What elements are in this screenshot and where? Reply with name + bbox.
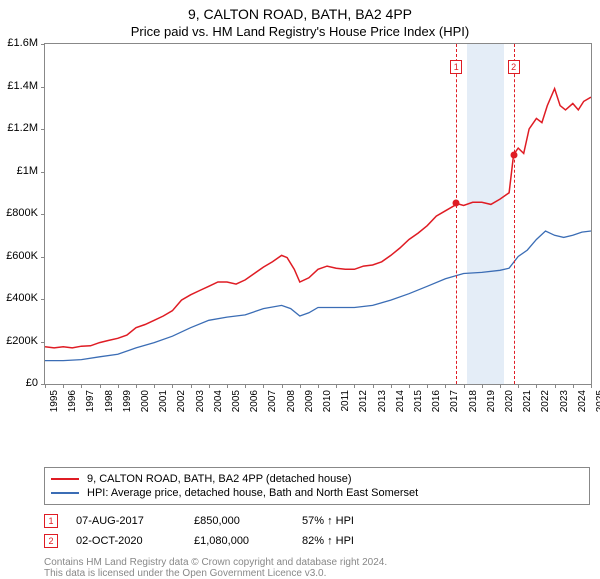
x-tick-label: 2004 bbox=[213, 390, 224, 412]
x-tick-label: 2001 bbox=[158, 390, 169, 412]
plot-area: 1995199619971998199920002001200220032004… bbox=[44, 43, 592, 385]
x-tick-label: 2022 bbox=[540, 390, 551, 412]
footer-text: Contains HM Land Registry data © Crown c… bbox=[44, 557, 590, 579]
annotation-date: 07-AUG-2017 bbox=[76, 515, 176, 527]
x-tick-label: 2012 bbox=[358, 390, 369, 412]
x-tick-label: 2007 bbox=[267, 390, 278, 412]
y-tick-label: £800K bbox=[6, 207, 38, 219]
x-tick-label: 2018 bbox=[468, 390, 479, 412]
annotation-price: £1,080,000 bbox=[194, 535, 284, 547]
annotation-delta: 82% ↑ HPI bbox=[302, 535, 354, 547]
annotation-table: 1 07-AUG-2017 £850,000 57% ↑ HPI 2 02-OCT-202… bbox=[44, 511, 590, 551]
y-tick-label: £1.6M bbox=[7, 37, 38, 49]
legend-label: HPI: Average price, detached house, Bath… bbox=[87, 487, 418, 499]
y-tick-label: £400K bbox=[6, 292, 38, 304]
legend-row: 9, CALTON ROAD, BATH, BA2 4PP (detached … bbox=[51, 472, 583, 486]
legend: 9, CALTON ROAD, BATH, BA2 4PP (detached … bbox=[44, 467, 590, 505]
x-tick-label: 2013 bbox=[377, 390, 388, 412]
y-tick-label: £1.2M bbox=[7, 122, 38, 134]
x-tick-label: 2021 bbox=[522, 390, 533, 412]
x-tick-label: 2002 bbox=[176, 390, 187, 412]
x-tick-label: 2019 bbox=[486, 390, 497, 412]
x-tick-label: 2009 bbox=[304, 390, 315, 412]
x-tick-label: 2020 bbox=[504, 390, 515, 412]
x-tick-label: 2023 bbox=[559, 390, 570, 412]
chart-title: 9, CALTON ROAD, BATH, BA2 4PP bbox=[0, 6, 600, 22]
marker-vline bbox=[514, 44, 515, 384]
legend-swatch bbox=[51, 478, 79, 480]
x-tick-label: 2017 bbox=[449, 390, 460, 412]
footer-line-2: This data is licensed under the Open Gov… bbox=[44, 568, 590, 579]
x-tick-label: 2016 bbox=[431, 390, 442, 412]
x-tick-label: 2003 bbox=[195, 390, 206, 412]
annotation-number-box: 2 bbox=[44, 534, 58, 548]
chart-subtitle: Price paid vs. HM Land Registry's House … bbox=[0, 24, 600, 39]
y-tick-label: £0 bbox=[26, 377, 38, 389]
annotation-row: 1 07-AUG-2017 £850,000 57% ↑ HPI bbox=[44, 511, 590, 531]
legend-swatch bbox=[51, 492, 79, 494]
x-tick-label: 2011 bbox=[340, 390, 351, 412]
marker-vline bbox=[456, 44, 457, 384]
hpi-line bbox=[45, 231, 591, 361]
marker-label-box: 1 bbox=[450, 60, 462, 74]
chart-svg bbox=[45, 44, 591, 384]
annotation-date: 02-OCT-2020 bbox=[76, 535, 176, 547]
x-tick-label: 2025 bbox=[595, 390, 600, 412]
marker-dot bbox=[453, 200, 460, 207]
x-tick-label: 2005 bbox=[231, 390, 242, 412]
y-tick-label: £600K bbox=[6, 250, 38, 262]
x-tick-label: 1996 bbox=[67, 390, 78, 412]
annotation-delta: 57% ↑ HPI bbox=[302, 515, 354, 527]
x-tick-label: 1995 bbox=[49, 390, 60, 412]
x-tick-label: 2008 bbox=[286, 390, 297, 412]
chart-container: 9, CALTON ROAD, BATH, BA2 4PP Price paid… bbox=[0, 6, 600, 566]
footer-line-1: Contains HM Land Registry data © Crown c… bbox=[44, 557, 590, 568]
price-line bbox=[45, 89, 591, 348]
marker-dot bbox=[510, 151, 517, 158]
x-tick-label: 2000 bbox=[140, 390, 151, 412]
y-tick-label: £1M bbox=[17, 165, 38, 177]
x-tick-label: 2010 bbox=[322, 390, 333, 412]
annotation-number-box: 1 bbox=[44, 514, 58, 528]
x-tick-label: 1998 bbox=[104, 390, 115, 412]
x-tick-label: 1999 bbox=[122, 390, 133, 412]
y-tick-label: £1.4M bbox=[7, 80, 38, 92]
x-tick-label: 2015 bbox=[413, 390, 424, 412]
annotation-price: £850,000 bbox=[194, 515, 284, 527]
y-tick-label: £200K bbox=[6, 335, 38, 347]
x-tick-label: 2014 bbox=[395, 390, 406, 412]
chart-area: 1995 1996 1997 1998 1999 2000 2001 2002 2003 2004… bbox=[44, 43, 590, 423]
x-tick-label: 1997 bbox=[85, 390, 96, 412]
x-tick-label: 2024 bbox=[577, 390, 588, 412]
legend-row: HPI: Average price, detached house, Bath… bbox=[51, 486, 583, 500]
marker-label-box: 2 bbox=[508, 60, 520, 74]
legend-label: 9, CALTON ROAD, BATH, BA2 4PP (detached … bbox=[87, 473, 352, 485]
x-tick-label: 2006 bbox=[249, 390, 260, 412]
annotation-row: 2 02-OCT-2020 £1,080,000 82% ↑ HPI bbox=[44, 531, 590, 551]
